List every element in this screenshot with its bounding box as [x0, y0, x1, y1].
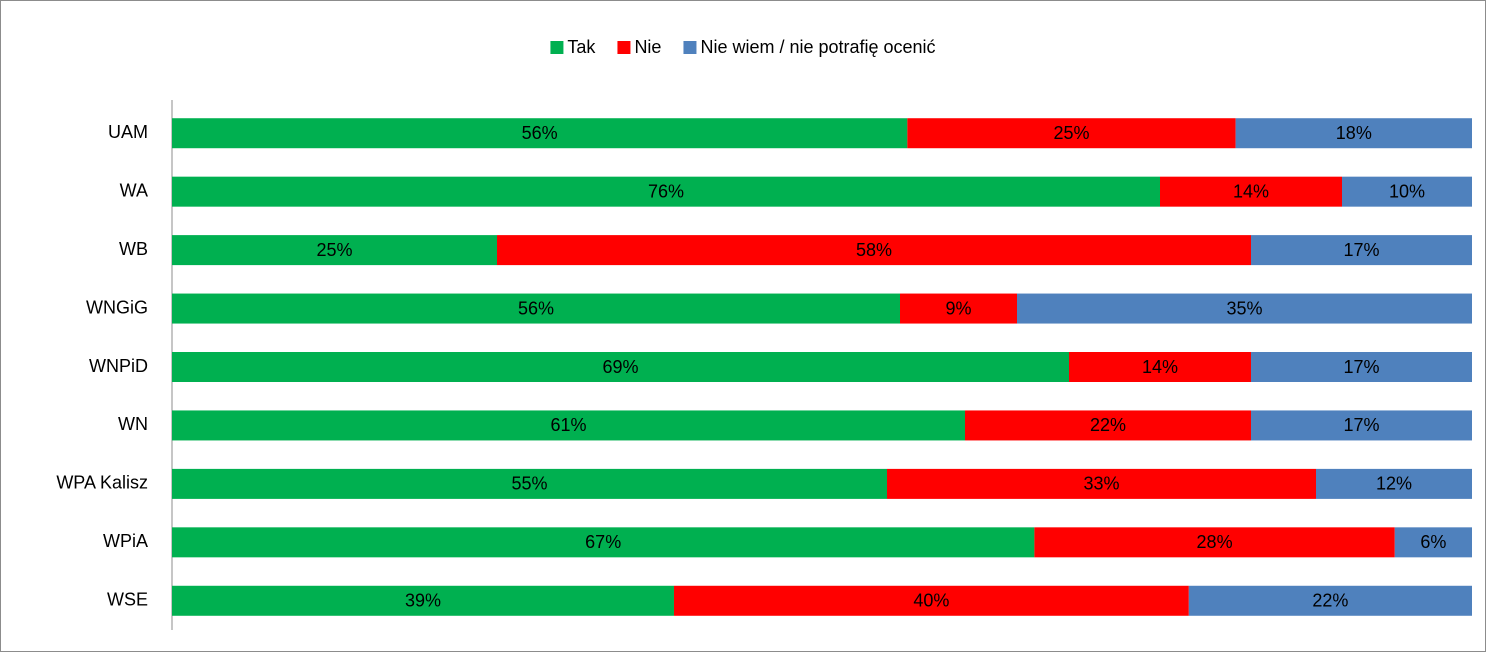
bar-segment: [172, 235, 497, 266]
value-label: 9%: [945, 298, 971, 318]
legend-label: Nie: [634, 37, 661, 57]
y-tick-label: WPA Kalisz: [56, 473, 148, 493]
bar-segment: [1069, 352, 1251, 382]
bar-segment: [172, 293, 900, 324]
value-label: 17%: [1343, 240, 1379, 260]
bar-segment: [172, 585, 674, 616]
value-label: 55%: [511, 474, 547, 494]
bar-segment: [172, 176, 1160, 207]
bar-segment: [1342, 176, 1472, 207]
value-label: 56%: [522, 123, 558, 143]
y-tick-label: UAM: [108, 122, 148, 142]
y-tick-label: WA: [120, 180, 148, 200]
value-label: 28%: [1197, 532, 1233, 552]
value-label: 6%: [1420, 532, 1446, 552]
value-label: 67%: [585, 532, 621, 552]
bar-segment: [907, 118, 1236, 149]
bar-segment: [497, 235, 1251, 266]
bar-segment: [1251, 235, 1472, 266]
y-tick-label: WNGiG: [86, 297, 148, 317]
bar-segment: [965, 410, 1251, 441]
value-label: 17%: [1343, 357, 1379, 377]
bar-segment: [1394, 527, 1472, 558]
bar-segment: [1017, 293, 1472, 324]
bar-segment: [1160, 176, 1342, 207]
bar-segment: [1034, 527, 1395, 558]
bar-segment: [900, 293, 1017, 324]
bar-segment: [172, 410, 965, 441]
value-label: 58%: [856, 240, 892, 260]
y-tick-label: WN: [118, 414, 148, 434]
value-label: 25%: [316, 240, 352, 260]
legend-swatch: [683, 41, 697, 54]
value-label: 56%: [518, 298, 554, 318]
legend-label: Nie wiem / nie potrafię ocenić: [700, 37, 935, 57]
value-label: 22%: [1090, 415, 1126, 435]
value-label: 14%: [1142, 357, 1178, 377]
bar-segment: [1188, 585, 1472, 616]
value-label: 22%: [1312, 591, 1348, 611]
legend-swatch: [617, 41, 631, 54]
bar-segment: [172, 118, 908, 149]
value-label: 40%: [913, 591, 949, 611]
legend-swatch: [550, 41, 564, 54]
value-label: 61%: [550, 415, 586, 435]
value-label: 76%: [648, 181, 684, 201]
bar-segment: [887, 468, 1316, 499]
bar-segment: [172, 527, 1035, 558]
y-tick-label: WNPiD: [89, 356, 148, 376]
bar-segment: [172, 352, 1069, 382]
value-label: 25%: [1053, 123, 1089, 143]
y-tick-label: WSE: [107, 590, 148, 610]
y-tick-label: WPiA: [103, 531, 148, 551]
value-label: 18%: [1336, 123, 1372, 143]
value-label: 10%: [1389, 181, 1425, 201]
bar-segment: [673, 585, 1189, 616]
value-label: 35%: [1226, 298, 1262, 318]
value-label: 17%: [1343, 415, 1379, 435]
bar-segment: [1316, 468, 1472, 499]
value-label: 39%: [405, 591, 441, 611]
bar-segment: [172, 468, 887, 499]
legend-label: Tak: [567, 37, 596, 57]
y-tick-label: WB: [119, 239, 148, 259]
value-label: 14%: [1233, 181, 1269, 201]
value-label: 69%: [602, 357, 638, 377]
bar-segment: [1251, 410, 1472, 441]
bar-segment: [1251, 352, 1472, 382]
value-label: 33%: [1083, 474, 1119, 494]
bar-segment: [1235, 118, 1472, 149]
value-label: 12%: [1376, 474, 1412, 494]
